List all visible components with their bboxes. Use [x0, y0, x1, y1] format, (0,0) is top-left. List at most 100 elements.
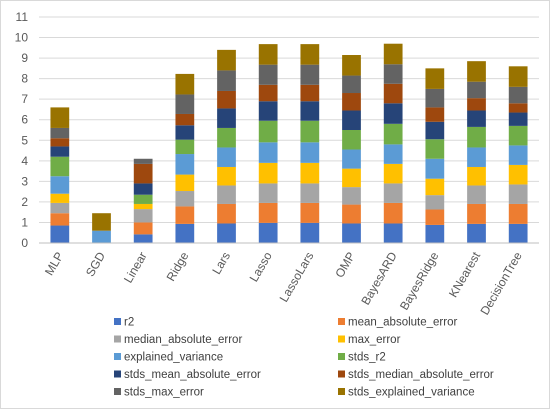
bar-segment-stds-explained-variance [92, 213, 111, 231]
legend-swatch [338, 388, 345, 395]
bar-segment-mean-absolute-error [508, 203, 528, 224]
bar-segment-r2 [467, 223, 486, 243]
bar-segment-r2 [383, 223, 403, 243]
bar-segment-median-absolute-error [258, 183, 278, 203]
y-tick-label: 5 [21, 133, 28, 147]
bar-segment-stds-r2 [425, 139, 445, 159]
legend-label: mean_absolute_error [348, 317, 457, 329]
bar-segment-max-error [175, 174, 195, 192]
bar-stack-mlp [50, 107, 70, 243]
bar-segment-mean-absolute-error [300, 202, 320, 223]
bar-segment-max-error [508, 164, 528, 185]
bar-segment-stds-explained-variance [50, 107, 70, 128]
legend-swatch [114, 370, 121, 378]
bar-segment-median-absolute-error [217, 185, 236, 204]
bar-segment-stds-max-error [133, 158, 153, 164]
bar-segment-stds-explained-variance [175, 73, 195, 95]
bar-segment-stds-mean-absolute-error [175, 125, 195, 140]
bar-segment-max-error [467, 166, 486, 186]
y-tick-label: 8 [21, 72, 28, 86]
y-tick-label: 0 [21, 236, 28, 250]
bar-segment-mean-absolute-error [383, 202, 403, 224]
bar-segment-stds-r2 [342, 130, 361, 150]
bar-segment-explained-variance [175, 154, 195, 175]
legend-swatch [338, 335, 345, 343]
bar-segment-explained-variance [300, 142, 320, 163]
legend-label: max_error [348, 334, 401, 346]
y-tick-label: 7 [21, 92, 28, 106]
bar-segment-explained-variance [258, 142, 278, 163]
legend-swatch [338, 353, 345, 360]
legend-item-stds-r2: stds_r2 [338, 352, 386, 364]
bar-segment-stds-max-error [175, 94, 195, 114]
legend-item-max-error: max_error [338, 334, 401, 346]
x-tick-label: MLP [42, 250, 66, 278]
legend-item-stds-explained-variance: stds_explained_variance [338, 387, 475, 399]
bar-segment-max-error [50, 193, 70, 203]
bar-segment-mean-absolute-error [50, 213, 70, 226]
bar-segment-explained-variance [92, 230, 111, 243]
bar-segment-stds-r2 [467, 126, 486, 148]
legend-label: stds_mean_absolute_error [124, 369, 261, 381]
bar-segment-stds-median-absolute-error [258, 84, 278, 102]
x-tick-label: SGD [83, 249, 108, 279]
bar-segment-stds-max-error [50, 127, 70, 139]
gridlines [39, 16, 539, 223]
bar-segment-r2 [50, 225, 70, 243]
bar-segment-stds-explained-variance [425, 68, 445, 89]
bar-stack-bayesard [383, 43, 403, 243]
y-tick-label: 9 [21, 51, 28, 65]
legend-item-stds-max-error: stds_max_error [114, 387, 204, 399]
bar-segment-stds-r2 [508, 125, 528, 146]
bar-segment-stds-max-error [342, 75, 361, 94]
bar-stack-lars [217, 49, 236, 243]
legend-label: stds_r2 [348, 352, 386, 364]
bar-segment-stds-explained-variance [300, 44, 320, 65]
bar-segment-stds-mean-absolute-error [342, 110, 361, 130]
x-tick-label: OMP [332, 250, 358, 281]
bar-segment-r2 [258, 222, 278, 243]
x-tick-label: BayesARD [358, 249, 400, 307]
bar-segment-explained-variance [50, 176, 70, 194]
bar-segment-max-error [217, 166, 236, 186]
y-tick-label: 4 [21, 154, 28, 168]
bar-segment-r2 [425, 224, 445, 243]
bar-stack-ridge [175, 73, 195, 243]
bar-segment-r2 [133, 234, 153, 243]
bar-segment-median-absolute-error [383, 183, 403, 203]
legend-label: stds_max_error [124, 387, 204, 399]
bar-segment-mean-absolute-error [133, 222, 153, 235]
bar-segment-stds-mean-absolute-error [50, 146, 70, 157]
legend-swatch [338, 318, 345, 325]
bar-segment-stds-median-absolute-error [300, 84, 320, 102]
legend-label: median_absolute_error [124, 334, 242, 346]
bar-segment-stds-max-error [425, 88, 445, 108]
bar-segment-stds-r2 [133, 194, 153, 204]
bar-stack-bayesridge [425, 68, 445, 243]
bar-segment-stds-median-absolute-error [467, 98, 486, 111]
bar-segment-stds-r2 [217, 127, 236, 148]
bar-segment-stds-explained-variance [508, 66, 528, 87]
legend-label: stds_explained_variance [348, 387, 475, 399]
bar-stack-lasso [258, 44, 278, 243]
bar-segment-stds-mean-absolute-error [300, 101, 320, 121]
bar-segment-stds-max-error [508, 86, 528, 104]
legend-swatch [338, 370, 345, 378]
y-tick-label: 11 [16, 10, 29, 24]
y-tick-label: 10 [15, 31, 29, 45]
y-tick-label: 3 [21, 174, 28, 188]
x-tick-label: Lasso [247, 249, 275, 284]
legend-item-stds-median-absolute-error: stds_median_absolute_error [338, 369, 494, 381]
bar-segment-stds-r2 [258, 120, 278, 143]
legend-item-explained-variance: explained_variance [114, 352, 223, 364]
bar-segment-explained-variance [383, 144, 403, 164]
bar-segment-median-absolute-error [425, 195, 445, 210]
legend-swatch [114, 388, 121, 395]
legend-label: explained_variance [124, 352, 223, 364]
legend-item-mean-absolute-error: mean_absolute_error [338, 317, 457, 329]
bar-segment-mean-absolute-error [467, 203, 486, 224]
bar-segment-stds-max-error [217, 70, 236, 91]
legend-item-median-absolute-error: median_absolute_error [114, 334, 242, 346]
bar-segment-stds-explained-variance [217, 49, 236, 71]
